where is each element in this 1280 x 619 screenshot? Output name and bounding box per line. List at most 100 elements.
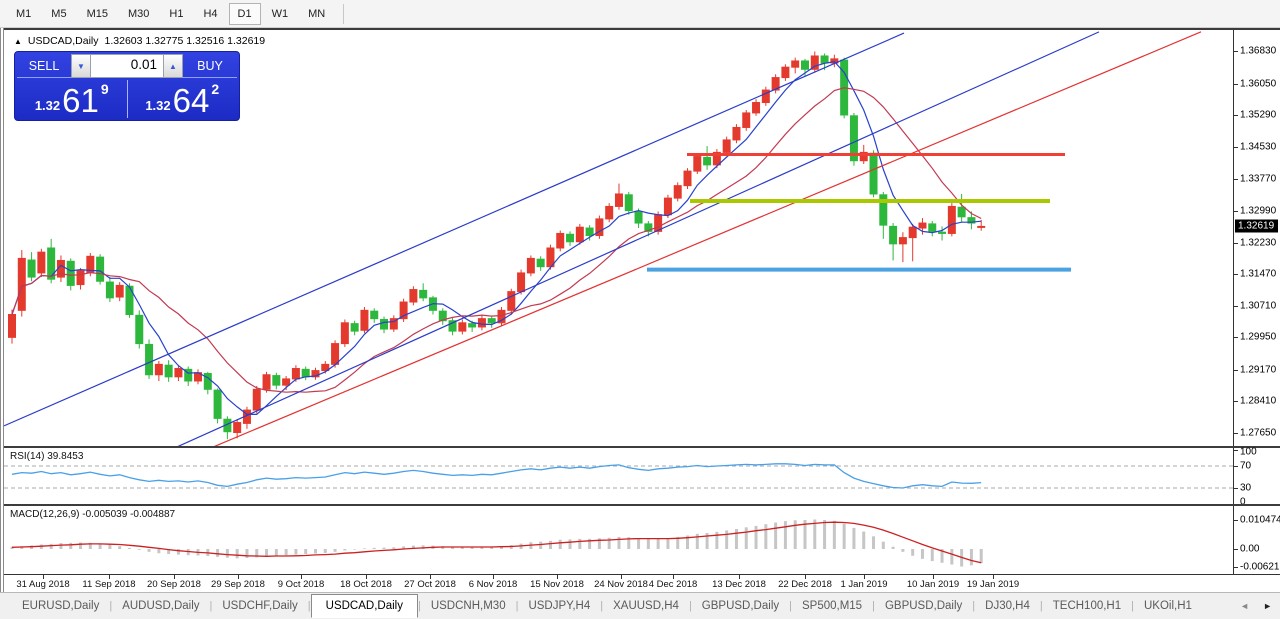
chart-tab-usdchf-daily[interactable]: USDCHF,Daily [222,600,298,612]
main-chart-panel: ▲ USDCAD,Daily 1.32603 1.32775 1.32516 1… [4,28,1280,446]
tab-separator: | [209,600,213,612]
chart-tab-usdcnh-m30[interactable]: USDCNH,M30 [430,600,506,612]
chart-tab-sp500-m15[interactable]: SP500,M15 [801,600,863,612]
rsi-axis-label: 100 [1240,446,1257,458]
price-tick [1234,432,1238,434]
timeframe-button-w1[interactable]: W1 [271,7,289,20]
price-tick [1234,242,1238,244]
main-chart-plot[interactable]: ▲ USDCAD,Daily 1.32603 1.32775 1.32516 1… [4,30,1233,446]
price-axis-label: 1.32230 [1240,237,1277,249]
rsi-tick [1234,488,1238,489]
bid-price-big: 61 [62,81,99,119]
date-axis-label: 4 Dec 2018 [648,579,698,590]
price-axis-label: 1.28410 [1240,395,1277,407]
chart-tab-usdjpy-h4[interactable]: USDJPY,H4 [528,600,591,612]
rsi-axis-label: 70 [1240,460,1252,472]
chart-tab-ukoil-h1[interactable]: UKOil,H1 [1144,600,1192,612]
date-tick [430,575,431,579]
bid-price-sup: 9 [100,81,109,97]
timeframe-button-h1[interactable]: H1 [169,7,184,20]
tab-separator: | [515,600,519,612]
price-axis[interactable]: 1.36830 1.36050 1.35290 1.34530 1.33770 1.329… [1233,30,1280,446]
rsi-plot[interactable]: RSI(14) 39.8453 [4,448,1233,504]
tab-separator: | [1131,600,1134,612]
chart-tab-tech100-h1[interactable]: TECH100,H1 [1052,600,1122,612]
price-tick [1234,83,1238,85]
tab-scroll-arrows: ◄ ► [1240,601,1272,611]
chart-tab-gbpusd-daily[interactable]: GBPUSD,Daily [884,600,963,612]
date-axis-label: 27 Oct 2018 [404,579,456,590]
price-axis-label: 1.32990 [1240,205,1277,217]
sell-button[interactable]: SELL [17,54,71,78]
date-axis-label: 6 Nov 2018 [468,579,518,590]
date-axis-label: 31 Aug 2018 [16,579,70,590]
rsi-tick [1234,449,1238,451]
price-axis-label: 1.34530 [1240,141,1277,153]
tab-separator: | [972,600,976,612]
volume-increase-button[interactable]: ▲ [163,54,183,78]
macd-tick [1234,549,1238,550]
macd-axis-label: 0.00 [1240,543,1260,555]
chart-tab-gbpusd-daily[interactable]: GBPUSD,Daily [701,600,780,612]
price-tick [1234,337,1238,339]
timeframe-button-mn[interactable]: MN [308,7,326,20]
chart-tab-dj30-h4[interactable]: DJ30,H4 [985,600,1030,612]
ask-price-big: 64 [172,81,210,119]
macd-tick [1234,519,1238,521]
date-axis-label: 1 Jan 2019 [840,579,888,590]
date-tick [174,575,175,579]
tab-separator: | [872,600,875,612]
price-axis-label: 1.36830 [1240,45,1277,57]
timeframe-button-m5[interactable]: M5 [51,7,67,20]
collapse-arrow-icon[interactable]: ▲ [14,36,22,46]
macd-tick [1234,566,1238,568]
date-axis[interactable]: 31 Aug 2018 11 Sep 2018 20 Sep 2018 29 Sep … [4,575,1280,592]
chart-window: ▲ USDCAD,Daily 1.32603 1.32775 1.32516 1… [0,28,1280,592]
rsi-line-chart [4,463,1233,489]
date-tick [933,575,934,579]
date-axis-label: 29 Sep 2018 [211,579,265,590]
timeframe-button-h4[interactable]: H4 [203,7,218,20]
bid-price-prefix: 1.32 [34,98,61,113]
current-price-badge: 1.32619 [1235,219,1279,233]
one-click-trading-widget: SELL ▼ 0.01 ▲ BUY 1.32 61 9 1.32 [14,51,240,121]
sell-price-button[interactable]: 1.32 61 9 [17,80,128,118]
tab-separator: | [688,600,692,612]
chart-tab-xauusd-h4[interactable]: XAUUSD,H4 [613,600,679,612]
tab-separator: | [109,600,113,612]
tab-separator: | [789,600,792,612]
chart-tab-audusd-daily[interactable]: AUDUSD,Daily [122,600,200,612]
buy-price-button[interactable]: 1.32 64 2 [128,80,238,118]
tab-separator: | [600,600,604,612]
timeframe-button-d1[interactable]: D1 [228,2,261,25]
timeframe-button-m15[interactable]: M15 [86,7,108,20]
macd-plot[interactable]: MACD(12,26,9) -0.005039 -0.004887 [4,506,1233,574]
date-tick [993,575,994,579]
timeframe-button-m30[interactable]: M30 [127,7,150,20]
date-axis-label: 15 Nov 2018 [530,579,584,590]
tab-separator: | [307,600,311,612]
date-axis-label: 13 Dec 2018 [712,579,766,590]
chart-tab-eurusd-daily[interactable]: EURUSD,Daily [22,600,100,612]
volume-input[interactable]: 0.01 [91,54,163,78]
chart-symbol-title: USDCAD,Daily [27,35,99,47]
tab-scroll-right-icon[interactable]: ► [1263,601,1272,611]
chart-tab-usdcad-daily[interactable]: USDCAD,Daily [310,594,418,618]
price-axis-label: 1.29170 [1240,364,1277,376]
volume-decrease-button[interactable]: ▼ [71,54,91,78]
candlestick-chart[interactable] [4,30,1233,446]
date-axis-label: 19 Jan 2019 [966,579,1020,590]
date-tick [673,575,674,579]
ask-price-prefix: 1.32 [145,98,171,113]
price-tick [1234,115,1238,117]
date-axis-label: 24 Nov 2018 [594,579,648,590]
timeframe-button-m1[interactable]: M1 [16,7,32,20]
price-axis-label: 1.30710 [1240,300,1277,312]
price-tick [1234,274,1238,276]
price-axis-label: 1.33770 [1240,173,1277,185]
date-tick [43,575,44,579]
buy-button[interactable]: BUY [183,54,237,78]
chart-tab-bar: EURUSD,Daily | AUDUSD,Daily | USDCHF,Daily | U… [0,592,1280,619]
tab-scroll-left-icon[interactable]: ◄ [1240,601,1250,611]
